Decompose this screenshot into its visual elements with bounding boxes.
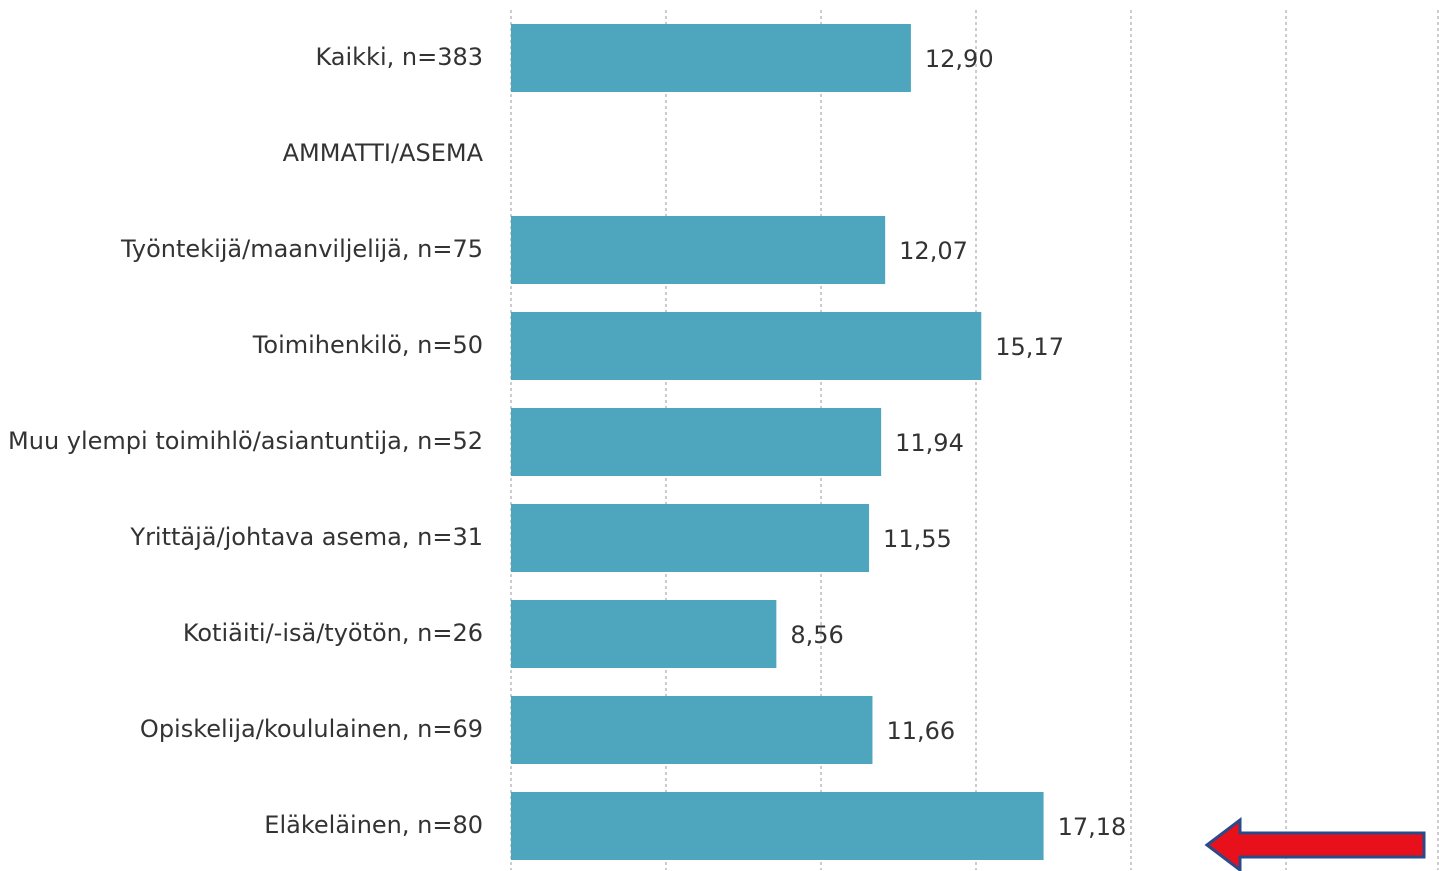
value-label: 17,18 [1058, 813, 1127, 841]
category-label: Muu ylempi toimihlö/asiantuntija, n=52 [8, 427, 483, 455]
value-label: 12,07 [899, 237, 968, 265]
bar [511, 696, 873, 764]
value-label: 15,17 [995, 333, 1064, 361]
bar [511, 600, 777, 668]
category-label: Kaikki, n=383 [315, 43, 483, 71]
category-label: Opiskelija/koululainen, n=69 [140, 715, 483, 743]
category-label: Toimihenkilö, n=50 [252, 331, 483, 359]
bar [511, 312, 982, 380]
category-label: AMMATTI/ASEMA [283, 139, 484, 167]
value-label: 12,90 [925, 45, 994, 73]
value-label: 8,56 [790, 621, 843, 649]
bar [511, 216, 886, 284]
category-label: Kotiäiti/-isä/työtön, n=26 [183, 619, 483, 647]
bar [511, 24, 911, 92]
value-label: 11,55 [883, 525, 952, 553]
value-label: 11,66 [886, 717, 955, 745]
value-label: 11,94 [895, 429, 964, 457]
category-label: Eläkeläinen, n=80 [264, 811, 483, 839]
bar [511, 408, 882, 476]
bar [511, 504, 870, 572]
bar [511, 792, 1044, 860]
highlight-arrow [1204, 816, 1426, 871]
category-label: Yrittäjä/johtava asema, n=31 [129, 523, 483, 551]
category-label: Työntekijä/maanviljelijä, n=75 [120, 235, 483, 263]
